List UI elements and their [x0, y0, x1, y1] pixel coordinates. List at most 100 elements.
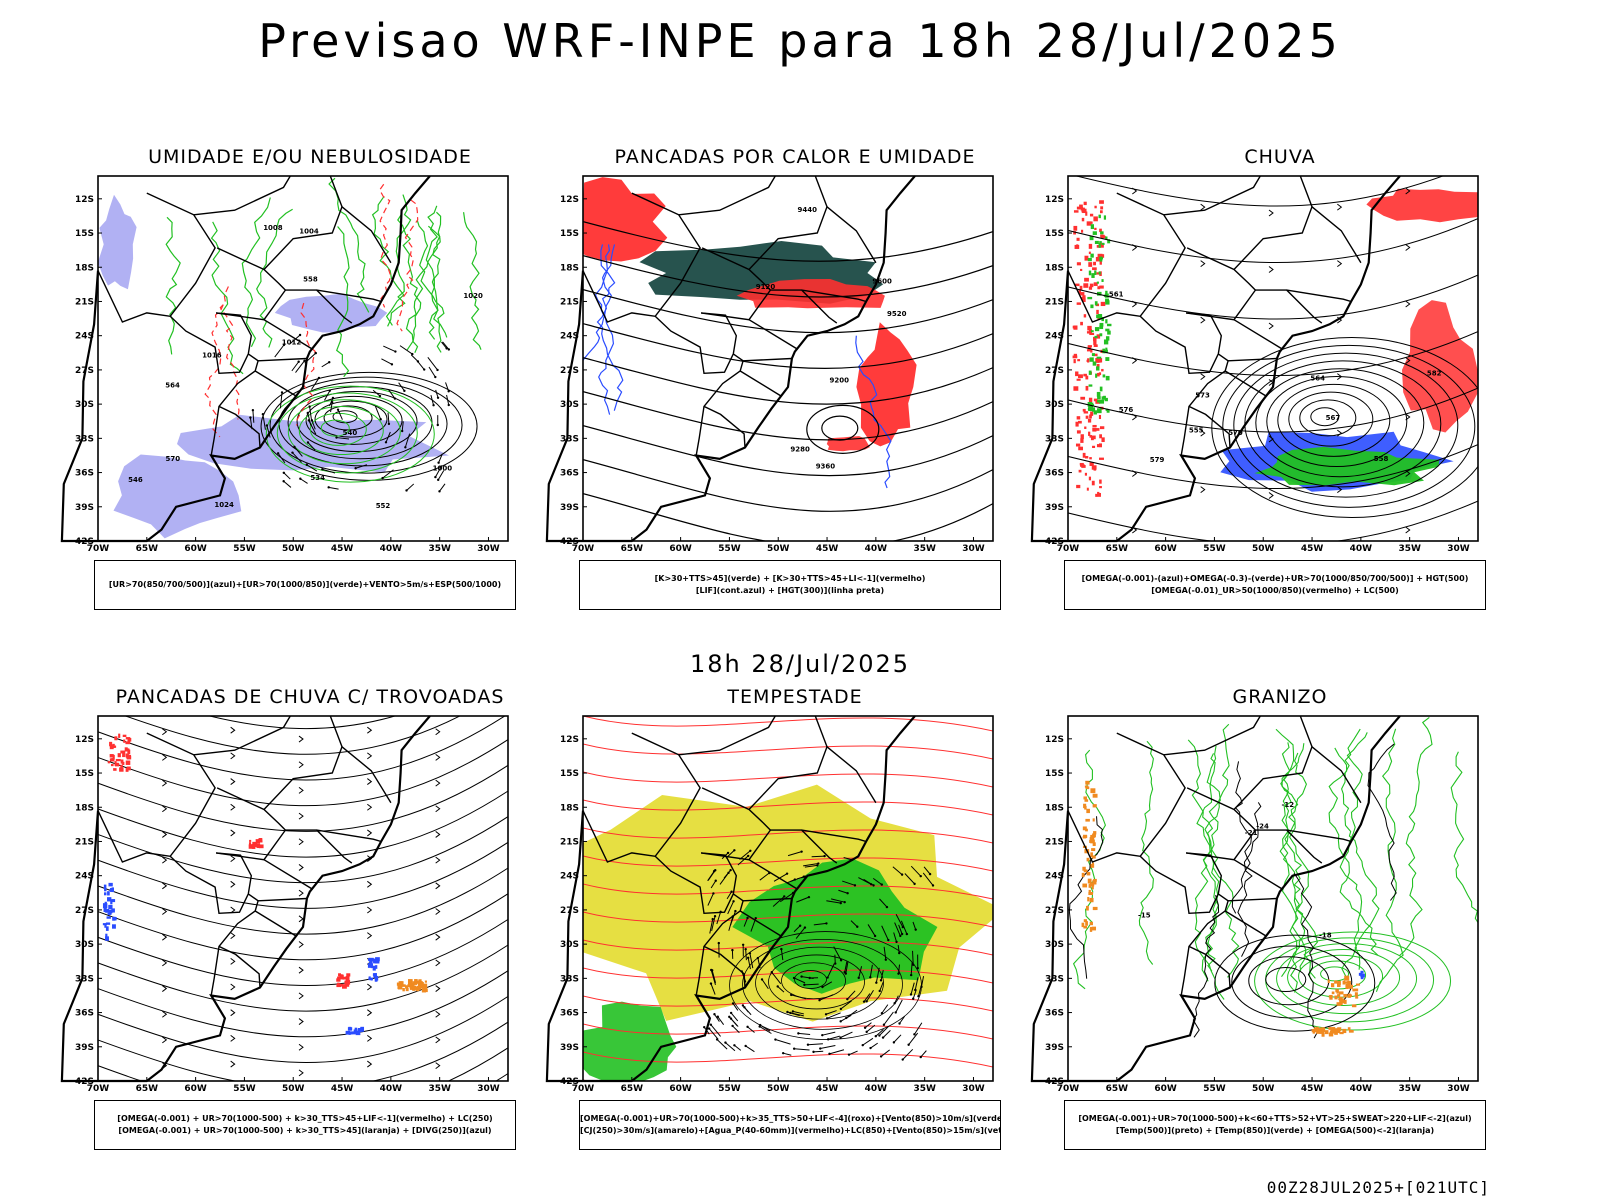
- map-granizo[interactable]: -12 -15 -21-24 -18 12S 15S 18S 21S 24S 27S 30S 33S 3…: [1030, 710, 1530, 1100]
- omega-spot: [1093, 831, 1097, 835]
- wind-vector-head: [828, 1052, 831, 1056]
- lat-tick-label: 15S: [560, 769, 579, 779]
- state-border: [1188, 945, 1231, 988]
- state-border: [748, 205, 877, 270]
- shaded-area: [736, 279, 885, 309]
- streamline-arrow: [435, 882, 441, 890]
- wind-vector: [913, 1022, 923, 1035]
- lon-tick-label: 30W: [1447, 1084, 1470, 1094]
- omega-spot: [1343, 999, 1347, 1004]
- forecast-time-title: 18h 28/Jul/2025: [689, 650, 911, 678]
- rain-spot: [1085, 415, 1089, 419]
- storm-spot: [255, 839, 261, 844]
- wind-vector-head: [895, 940, 898, 944]
- lat-tick-label: 27S: [75, 366, 94, 376]
- legend-line: [Temp(500)](preto) + [Temp(850)](verde) …: [1115, 1126, 1435, 1135]
- wind-vector: [898, 924, 903, 935]
- streamline-arrow: [435, 1062, 441, 1069]
- map-chuva[interactable]: 582 579 576 573 570 567 564 561 558 555 12S 15S 18S 2…: [1030, 170, 1530, 560]
- omega-spot: [1339, 996, 1343, 1001]
- contour-label: 9520: [887, 310, 907, 318]
- wind-vector-head: [839, 901, 842, 905]
- wind-vector: [330, 402, 333, 413]
- streamline-arrow: [367, 1060, 373, 1068]
- wind-vector-head: [756, 956, 760, 960]
- map-pancadas-calor[interactable]: 9600 9520 9440 9360 9280 9200 9120 12S 15S 18S 21S…: [545, 170, 1045, 560]
- thickness-contour: [219, 286, 240, 420]
- wind-vector: [912, 921, 917, 930]
- rain-spot: [1089, 332, 1095, 336]
- rain-spot: [1083, 373, 1087, 377]
- state-border: [582, 192, 701, 323]
- wind-vector-head: [447, 348, 451, 351]
- wind-vector: [787, 1011, 800, 1017]
- wind-vector: [796, 896, 810, 903]
- lat-tick-label: 12S: [560, 195, 579, 205]
- wind-vector-head: [416, 360, 420, 363]
- rain-spot: [1073, 353, 1078, 357]
- rain-spot: [1100, 234, 1104, 239]
- wind-vector: [879, 1026, 889, 1036]
- wind-vector: [804, 864, 818, 868]
- wind-vector: [710, 880, 717, 889]
- rain-spot: [1083, 201, 1087, 206]
- divergence-spot: [112, 924, 116, 929]
- height-contour: [1277, 383, 1391, 457]
- wind-vector: [894, 922, 901, 937]
- wind-vector: [729, 910, 736, 926]
- lon-tick-label: 45W: [331, 1084, 354, 1094]
- temp850-contour: [1399, 717, 1433, 956]
- lon-tick-label: 70W: [572, 1084, 595, 1094]
- wind-vector: [322, 468, 336, 474]
- omega-spot: [1083, 796, 1087, 800]
- wind-vector-head: [403, 389, 406, 393]
- wind-vector: [780, 949, 784, 961]
- lon-tick-label: 35W: [1398, 1084, 1421, 1094]
- temp500-contour: [1367, 743, 1397, 901]
- rain-spot: [1083, 314, 1087, 318]
- omega-spot: [1091, 886, 1094, 890]
- wind-vector-head: [438, 490, 441, 493]
- divergence-spot: [374, 975, 379, 981]
- rain-spot: [1097, 317, 1101, 320]
- panel-title: CHUVA: [1244, 146, 1316, 168]
- wind-vector-head: [783, 895, 786, 898]
- streamline-arrow: [298, 1018, 304, 1025]
- wind-vector: [917, 983, 923, 997]
- rain-spot: [1093, 282, 1098, 286]
- storm-spot: [123, 739, 126, 743]
- rain-spot: [1082, 452, 1086, 458]
- streamline-arrow: [162, 805, 168, 813]
- map-umidade[interactable]: 1012 1016 1020 1024 1008 1000 1004 570 564 558 552…: [60, 170, 560, 560]
- rain-spot: [1101, 317, 1105, 322]
- map-frame: [582, 175, 994, 542]
- streamline-arrow: [230, 752, 236, 760]
- height-contour: [583, 493, 993, 541]
- storm-spot: [345, 983, 350, 987]
- thickness-contour: [396, 199, 419, 332]
- wind-vector-head: [335, 436, 338, 439]
- streamline-arrow: [162, 831, 168, 838]
- wind-vector: [743, 917, 748, 927]
- rain-spot: [1101, 279, 1104, 282]
- rain-spot: [1077, 359, 1081, 362]
- wind-vector: [914, 977, 919, 991]
- isobar: [305, 395, 403, 445]
- rain-spot: [1087, 257, 1092, 262]
- storm-spot: [339, 974, 343, 977]
- wind-vector: [262, 414, 266, 430]
- omega-spot: [1092, 855, 1096, 859]
- wind-vector-head: [821, 985, 824, 989]
- wind-vector-head: [291, 451, 294, 454]
- wind-vector-head: [885, 905, 889, 909]
- wind-vector: [309, 406, 313, 422]
- wind-vector: [792, 1010, 804, 1015]
- state-border: [254, 370, 297, 397]
- lat-tick-label: 24S: [560, 332, 579, 342]
- streamline-arrow: [230, 1034, 236, 1042]
- streamline-arrow: [230, 983, 236, 991]
- wind-vector-head: [327, 486, 330, 489]
- wind-vector: [846, 990, 856, 1000]
